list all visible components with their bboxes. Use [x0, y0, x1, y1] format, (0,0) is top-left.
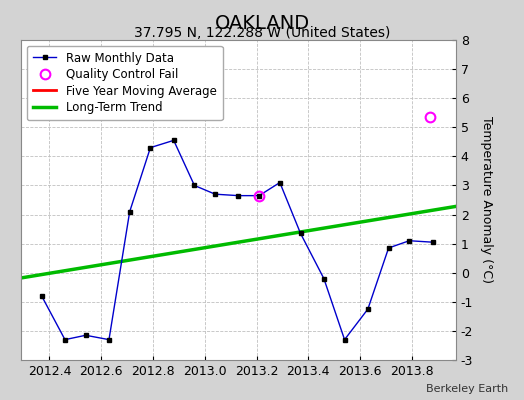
Quality Control Fail	[256, 193, 263, 198]
Quality Control Fail	[427, 115, 433, 120]
Raw Monthly Data	[277, 180, 283, 185]
Raw Monthly Data	[83, 333, 89, 338]
Line: Quality Control Fail: Quality Control Fail	[254, 112, 435, 200]
Text: 37.795 N, 122.288 W (United States): 37.795 N, 122.288 W (United States)	[134, 26, 390, 40]
Raw Monthly Data	[406, 238, 412, 243]
Legend: Raw Monthly Data, Quality Control Fail, Five Year Moving Average, Long-Term Tren: Raw Monthly Data, Quality Control Fail, …	[27, 46, 223, 120]
Raw Monthly Data	[127, 209, 133, 214]
Raw Monthly Data	[298, 231, 304, 236]
Raw Monthly Data	[386, 246, 392, 250]
Raw Monthly Data	[170, 138, 177, 143]
Line: Raw Monthly Data: Raw Monthly Data	[39, 138, 435, 342]
Raw Monthly Data	[256, 193, 263, 198]
Raw Monthly Data	[62, 337, 68, 342]
Raw Monthly Data	[147, 145, 154, 150]
Raw Monthly Data	[212, 192, 219, 196]
Raw Monthly Data	[106, 337, 112, 342]
Raw Monthly Data	[191, 183, 198, 188]
Text: OAKLAND: OAKLAND	[214, 14, 310, 33]
Text: Berkeley Earth: Berkeley Earth	[426, 384, 508, 394]
Y-axis label: Temperature Anomaly (°C): Temperature Anomaly (°C)	[479, 116, 493, 284]
Raw Monthly Data	[235, 193, 242, 198]
Raw Monthly Data	[39, 294, 45, 298]
Raw Monthly Data	[430, 240, 436, 244]
Raw Monthly Data	[365, 307, 371, 312]
Raw Monthly Data	[342, 337, 348, 342]
Raw Monthly Data	[321, 276, 327, 281]
